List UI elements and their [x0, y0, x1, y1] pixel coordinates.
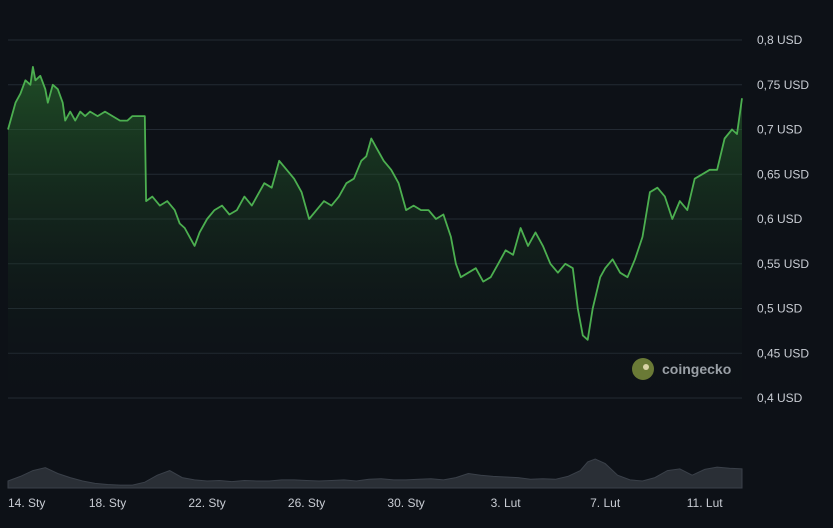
x-tick-label: 11. Lut: [687, 496, 723, 510]
coingecko-logo-icon: [632, 358, 654, 380]
volume-area: [7, 458, 743, 489]
x-tick-label: 18. Sty: [89, 496, 126, 510]
y-tick-label: 0,6 USD: [757, 212, 803, 226]
y-tick-label: 0,5 USD: [757, 302, 803, 316]
y-tick-label: 0,65 USD: [757, 167, 809, 181]
watermark-text: coingecko: [662, 361, 732, 377]
y-tick-label: 0,45 USD: [757, 346, 809, 360]
y-tick-label: 0,7 USD: [757, 123, 803, 137]
y-tick-label: 0,8 USD: [757, 33, 803, 47]
x-tick-label: 30. Sty: [387, 496, 424, 510]
y-axis: 0,8 USD 0,75 USD 0,7 USD 0,65 USD 0,6 USD 0,5…: [757, 33, 809, 405]
x-tick-label: 3. Lut: [491, 496, 522, 510]
coingecko-watermark: coingecko: [632, 358, 731, 380]
y-tick-label: 0,4 USD: [757, 391, 803, 405]
x-tick-label: 22. Sty: [188, 496, 225, 510]
x-tick-label: 26. Sty: [288, 496, 325, 510]
price-area-fill: [8, 66, 742, 399]
x-tick-label: 14. Sty: [8, 496, 45, 510]
x-tick-label: 7. Lut: [590, 496, 621, 510]
price-area: [7, 66, 743, 399]
price-line: [7, 66, 743, 341]
y-tick-label: 0,75 USD: [757, 78, 809, 92]
volume-bars: [7, 458, 743, 489]
x-axis: 14. Sty 18. Sty 22. Sty 26. Sty 30. Sty 3. Lu…: [8, 496, 723, 510]
y-tick-label: 0,55 USD: [757, 257, 809, 271]
